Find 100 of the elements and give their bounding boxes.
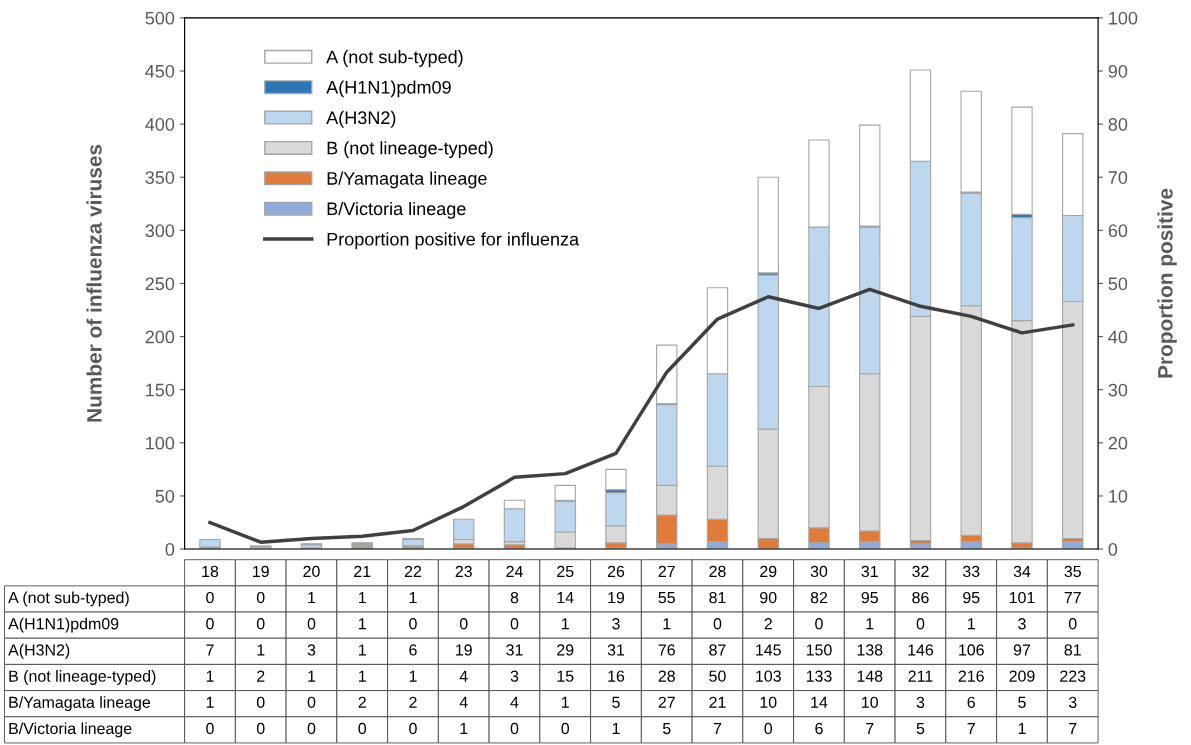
legend-label: A(H3N2) <box>326 110 396 128</box>
data-label: 0 <box>459 618 468 630</box>
y2-tick-label: 100 <box>1109 11 1138 25</box>
data-label: 0 <box>206 591 214 604</box>
text: B/Victoria lineage <box>9 722 132 738</box>
data-label: 1 <box>562 618 569 630</box>
y2-tick-label: 30 <box>1108 383 1128 397</box>
legend-label: B/Victoria lineage <box>327 201 466 219</box>
data-label: 0 <box>206 722 214 735</box>
data-label: 1 <box>206 696 214 708</box>
data-label: 10 <box>760 696 777 708</box>
x-tick-label: 20 <box>303 565 320 578</box>
data-label: 82 <box>810 591 828 604</box>
data-label: 29 <box>557 644 574 656</box>
y-tick-label: 100 <box>146 436 175 450</box>
y2-tick-label: 70 <box>1108 171 1128 184</box>
y2-tick-label: 80 <box>1108 118 1128 131</box>
data-label: 2 <box>764 618 772 630</box>
data-label: 31 <box>607 644 625 656</box>
data-label: 4 <box>459 696 468 708</box>
text: B/Yamagata lineage <box>9 696 151 712</box>
data-label: 0 <box>206 618 214 630</box>
x-tick-label: 28 <box>709 565 726 578</box>
data-label: 0 <box>256 618 265 630</box>
x-tick-label: 34 <box>1013 565 1031 578</box>
data-label: 50 <box>709 670 726 682</box>
data-label: 95 <box>861 591 878 604</box>
data-label: 1 <box>359 618 366 630</box>
legend-label: Proportion positive for influenza <box>327 232 580 250</box>
data-label: 15 <box>557 670 574 682</box>
data-label: 0 <box>916 618 925 630</box>
data-label: 2 <box>358 696 366 708</box>
data-label: 1 <box>409 670 417 682</box>
data-label: 106 <box>959 644 984 656</box>
legend-label: A (not sub-typed) <box>326 50 463 67</box>
y-tick-label: 0 <box>165 543 175 556</box>
x-tick-label: 21 <box>354 565 371 577</box>
data-label: 148 <box>857 670 883 682</box>
data-label: 1 <box>206 670 214 682</box>
data-label: 1 <box>612 723 620 734</box>
data-label: 3 <box>612 618 620 630</box>
legend-label: A(H1N1)pdm09 <box>326 80 451 98</box>
data-label: 145 <box>756 644 781 656</box>
data-label: 0 <box>510 618 519 630</box>
x-tick-label: 27 <box>658 565 675 577</box>
data-label: 1 <box>308 670 316 682</box>
data-label: 103 <box>756 670 781 682</box>
data-label: 101 <box>1009 591 1035 604</box>
y-tick-label: 450 <box>145 64 175 78</box>
data-label: 7 <box>1069 723 1077 734</box>
data-label: 3 <box>916 696 925 708</box>
data-label: 5 <box>1018 696 1026 708</box>
data-label: 1 <box>562 696 569 708</box>
data-label: 0 <box>358 722 367 735</box>
y2-tick-label: 20 <box>1108 436 1128 450</box>
x-tick-label: 35 <box>1064 565 1081 578</box>
x-tick-label: 26 <box>607 565 625 578</box>
data-label: 6 <box>815 722 823 735</box>
data-label: 95 <box>963 591 980 604</box>
data-label: 0 <box>307 722 316 735</box>
text: A(H1N1)pdm09 <box>8 617 119 633</box>
y-axis-title: Number of influenza viruses <box>86 144 102 422</box>
data-label: 0 <box>256 591 265 604</box>
data-label: 0 <box>815 618 823 630</box>
y-tick-label: 200 <box>145 330 175 344</box>
data-label: 1 <box>866 618 874 630</box>
data-label: 3 <box>1068 696 1077 708</box>
data-label: 0 <box>307 696 316 708</box>
y-tick-label: 400 <box>145 118 175 131</box>
data-label: 216 <box>958 670 984 682</box>
x-tick-label: 24 <box>506 565 523 577</box>
data-label: 5 <box>662 723 671 735</box>
x-tick-label: 23 <box>455 565 472 578</box>
data-label: 10 <box>862 696 878 708</box>
data-label: 16 <box>608 670 625 682</box>
data-label: 1 <box>663 618 671 630</box>
data-label: 138 <box>857 644 883 656</box>
data-label: 1 <box>308 592 316 604</box>
data-label: 7 <box>206 644 214 656</box>
data-label: 28 <box>658 670 675 682</box>
data-label: 4 <box>459 670 468 682</box>
data-label: 97 <box>1013 644 1031 656</box>
y2-tick-label: 90 <box>1108 64 1128 78</box>
y2-tick-label: 10 <box>1109 489 1128 503</box>
y-tick-label: 500 <box>145 11 175 25</box>
y-tick-label: 150 <box>146 383 175 397</box>
data-label: 1 <box>1018 723 1026 734</box>
data-label: 81 <box>1064 644 1081 656</box>
data-label: 0 <box>256 696 265 708</box>
data-label: 31 <box>506 644 523 656</box>
data-label: 19 <box>456 644 472 656</box>
data-label: 133 <box>806 670 832 682</box>
data-label: 21 <box>709 696 726 708</box>
data-label: 1 <box>409 592 417 604</box>
data-label: 0 <box>1068 618 1077 630</box>
data-label: 19 <box>608 591 625 604</box>
data-label: 223 <box>1060 670 1086 682</box>
data-label: 4 <box>510 696 519 708</box>
y-tick-label: 250 <box>145 277 175 291</box>
data-label: 0 <box>713 618 722 630</box>
